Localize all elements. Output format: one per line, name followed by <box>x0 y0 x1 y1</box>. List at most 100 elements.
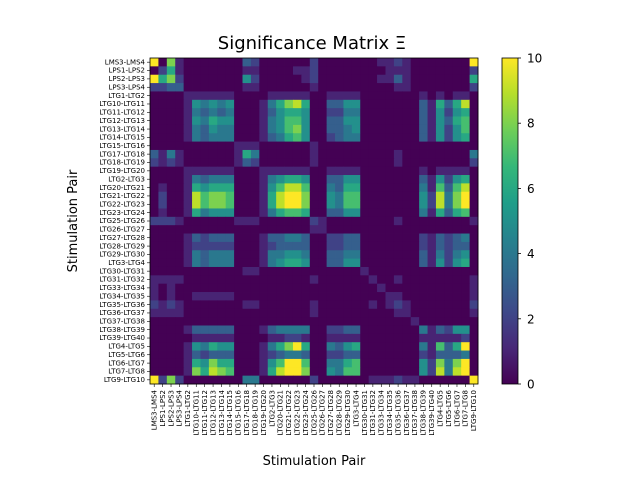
heatmap-cell <box>158 74 168 84</box>
heatmap-cell <box>250 367 260 377</box>
heatmap-cell <box>225 358 235 368</box>
heatmap-cell <box>385 266 395 276</box>
heatmap-cell <box>377 241 386 251</box>
heatmap-cell <box>469 375 479 385</box>
heatmap-cell <box>284 124 294 134</box>
heatmap-cell <box>309 141 319 151</box>
heatmap-cell <box>343 66 353 76</box>
heatmap-cell <box>284 300 294 310</box>
heatmap-cell <box>385 292 395 301</box>
heatmap-cell <box>234 308 243 318</box>
colorbar-tick-label: 6 <box>527 182 535 196</box>
heatmap-cell <box>158 83 168 92</box>
heatmap-cell <box>343 241 353 251</box>
heatmap-cell <box>150 266 159 276</box>
heatmap-cell <box>192 283 201 293</box>
heatmap-cell <box>192 325 201 335</box>
heatmap-cell <box>419 124 428 134</box>
heatmap-cell <box>225 200 235 209</box>
heatmap-cell <box>444 74 454 84</box>
y-tick-label: LTG3-LTG4 <box>108 259 145 267</box>
heatmap-cell <box>150 350 159 360</box>
heatmap-cell <box>217 250 227 260</box>
heatmap-cell <box>250 141 260 151</box>
heatmap-cell <box>208 241 218 251</box>
heatmap-cell <box>393 208 403 218</box>
heatmap-cell <box>326 283 336 293</box>
heatmap-cell <box>385 283 395 293</box>
heatmap-cell <box>469 175 479 184</box>
heatmap-cell <box>410 358 420 368</box>
heatmap-cell <box>410 250 420 260</box>
heatmap-cell <box>183 91 193 101</box>
colorbar-tick-label: 10 <box>527 52 542 66</box>
heatmap-cell <box>208 183 218 193</box>
heatmap-cell <box>208 133 218 142</box>
heatmap-cell <box>309 333 319 343</box>
heatmap-cell <box>343 200 353 209</box>
x-tick-label: LTG33-LTG34 <box>378 389 386 435</box>
heatmap-cell <box>360 208 370 218</box>
heatmap-cell <box>309 108 319 117</box>
heatmap-cell <box>259 216 269 226</box>
heatmap-cell <box>166 292 176 301</box>
heatmap-cell <box>267 266 277 276</box>
heatmap-cell <box>452 191 462 201</box>
heatmap-cell <box>259 191 269 201</box>
heatmap-cell <box>335 283 344 293</box>
heatmap-cell <box>158 99 168 109</box>
heatmap-cell <box>435 133 445 142</box>
heatmap-cell <box>150 66 159 76</box>
heatmap-cell <box>242 258 252 268</box>
heatmap-cell <box>452 258 462 268</box>
heatmap-cell <box>452 108 462 117</box>
heatmap-cell <box>368 58 378 67</box>
heatmap-cell <box>385 141 395 151</box>
heatmap-cell <box>351 208 361 218</box>
heatmap-cell <box>175 233 185 243</box>
heatmap-cell <box>318 191 328 201</box>
heatmap-cell <box>335 358 344 368</box>
heatmap-cell <box>326 350 336 360</box>
heatmap-cell <box>351 300 361 310</box>
heatmap-cell <box>309 375 319 385</box>
heatmap-cell <box>343 325 353 335</box>
heatmap-cell <box>150 241 159 251</box>
heatmap-cell <box>284 166 294 176</box>
heatmap-cell <box>419 317 428 326</box>
heatmap-cell <box>360 292 370 301</box>
heatmap-cell <box>225 108 235 117</box>
heatmap-cell <box>343 91 353 101</box>
heatmap-cell <box>259 175 269 184</box>
heatmap-cell <box>267 375 277 385</box>
heatmap-cell <box>175 158 185 168</box>
heatmap-cell <box>183 350 193 360</box>
heatmap-cell <box>435 367 445 377</box>
heatmap-cell <box>175 375 185 385</box>
heatmap-cell <box>284 99 294 109</box>
x-tick-label: LTG14-LTG15 <box>226 390 234 436</box>
heatmap-cell <box>284 275 294 285</box>
heatmap-cell <box>402 116 412 126</box>
heatmap-cell <box>368 358 378 368</box>
heatmap-cell <box>419 367 428 377</box>
heatmap-cell <box>351 317 361 326</box>
heatmap-cell <box>183 216 193 226</box>
heatmap-cell <box>150 358 159 368</box>
heatmap-cell <box>183 108 193 117</box>
heatmap-cell <box>250 250 260 260</box>
heatmap-cell <box>175 183 185 193</box>
heatmap-cell <box>452 74 462 84</box>
heatmap-cell <box>158 183 168 193</box>
heatmap-cell <box>267 308 277 318</box>
heatmap-cell <box>452 175 462 184</box>
heatmap-cell <box>427 149 437 159</box>
heatmap-cell <box>292 66 302 76</box>
heatmap-cell <box>276 124 285 134</box>
heatmap-cell <box>351 200 361 209</box>
heatmap-cell <box>267 124 277 134</box>
heatmap-cell <box>335 183 344 193</box>
heatmap-cell <box>427 74 437 84</box>
heatmap-cell <box>276 166 285 176</box>
heatmap-cell <box>183 325 193 335</box>
